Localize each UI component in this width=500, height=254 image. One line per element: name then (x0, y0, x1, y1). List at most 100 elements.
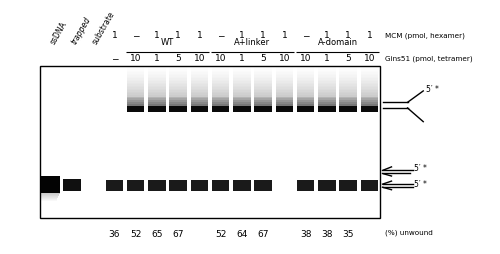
Bar (233, 98, 250, 100)
Text: 65: 65 (151, 230, 162, 239)
Bar (297, 68, 314, 69)
Bar (297, 80, 314, 81)
Bar (318, 86, 336, 87)
Bar (233, 108, 250, 110)
Bar (233, 89, 250, 90)
Bar (340, 87, 357, 89)
Bar (318, 90, 336, 92)
Bar (318, 74, 336, 75)
Bar (190, 83, 208, 84)
Bar (190, 110, 208, 112)
Text: substrate: substrate (91, 9, 117, 46)
Bar (233, 78, 250, 80)
Bar (127, 86, 144, 87)
Bar (148, 80, 166, 81)
Bar (127, 81, 144, 83)
Bar (170, 100, 187, 102)
Bar (276, 86, 293, 87)
Bar (127, 104, 144, 106)
Bar (212, 81, 230, 83)
Bar (297, 66, 314, 68)
Bar (276, 72, 293, 74)
Bar (127, 95, 144, 97)
Bar (254, 74, 272, 75)
Bar (190, 106, 208, 112)
Bar (340, 90, 357, 92)
Bar (360, 66, 378, 68)
Bar (360, 92, 378, 93)
Bar (276, 95, 293, 97)
Text: 10: 10 (194, 54, 205, 63)
Bar (360, 74, 378, 75)
Bar (212, 90, 230, 92)
Bar (127, 90, 144, 92)
Bar (276, 71, 293, 72)
Bar (233, 74, 250, 75)
Bar (340, 75, 357, 77)
Bar (212, 89, 230, 90)
Bar (318, 106, 336, 108)
Bar (233, 81, 250, 83)
Bar (170, 72, 187, 74)
Text: 1: 1 (154, 31, 160, 40)
Bar (190, 87, 208, 89)
Bar (42, 195, 59, 196)
Bar (254, 180, 272, 191)
Bar (360, 108, 378, 110)
Bar (170, 102, 187, 104)
Bar (276, 106, 293, 112)
Bar (360, 81, 378, 83)
Bar (360, 90, 378, 92)
Bar (360, 89, 378, 90)
Bar (190, 95, 208, 97)
Bar (170, 75, 187, 77)
Bar (297, 74, 314, 75)
Bar (127, 66, 144, 68)
Bar (340, 71, 357, 72)
Bar (148, 66, 166, 68)
Bar (127, 100, 144, 102)
Text: A-domain: A-domain (318, 38, 358, 47)
Text: 1: 1 (366, 31, 372, 40)
Bar (190, 78, 208, 80)
Bar (340, 92, 357, 93)
Bar (297, 72, 314, 74)
Bar (190, 97, 208, 98)
Bar (360, 84, 378, 86)
Bar (170, 180, 187, 191)
Bar (340, 81, 357, 83)
Bar (233, 84, 250, 86)
Bar (360, 69, 378, 71)
Bar (276, 93, 293, 95)
Text: 1: 1 (239, 54, 245, 63)
Text: −: − (302, 31, 310, 40)
Text: 36: 36 (108, 230, 120, 239)
Bar (360, 95, 378, 97)
Bar (170, 93, 187, 95)
Bar (190, 77, 208, 78)
Bar (254, 75, 272, 77)
Bar (212, 71, 230, 72)
Bar (254, 69, 272, 71)
Bar (360, 98, 378, 100)
Bar (127, 93, 144, 95)
Bar (212, 108, 230, 110)
Bar (127, 87, 144, 89)
Bar (212, 66, 230, 68)
Bar (254, 71, 272, 72)
Bar (170, 68, 187, 69)
Bar (212, 69, 230, 71)
Bar (254, 90, 272, 92)
Bar (297, 102, 314, 104)
Bar (276, 80, 293, 81)
Bar (42, 176, 60, 193)
Bar (127, 83, 144, 84)
Bar (170, 89, 187, 90)
Bar (297, 75, 314, 77)
Bar (318, 81, 336, 83)
Bar (254, 97, 272, 98)
Bar (340, 83, 357, 84)
Bar (127, 98, 144, 100)
Bar (233, 106, 250, 108)
Bar (276, 92, 293, 93)
